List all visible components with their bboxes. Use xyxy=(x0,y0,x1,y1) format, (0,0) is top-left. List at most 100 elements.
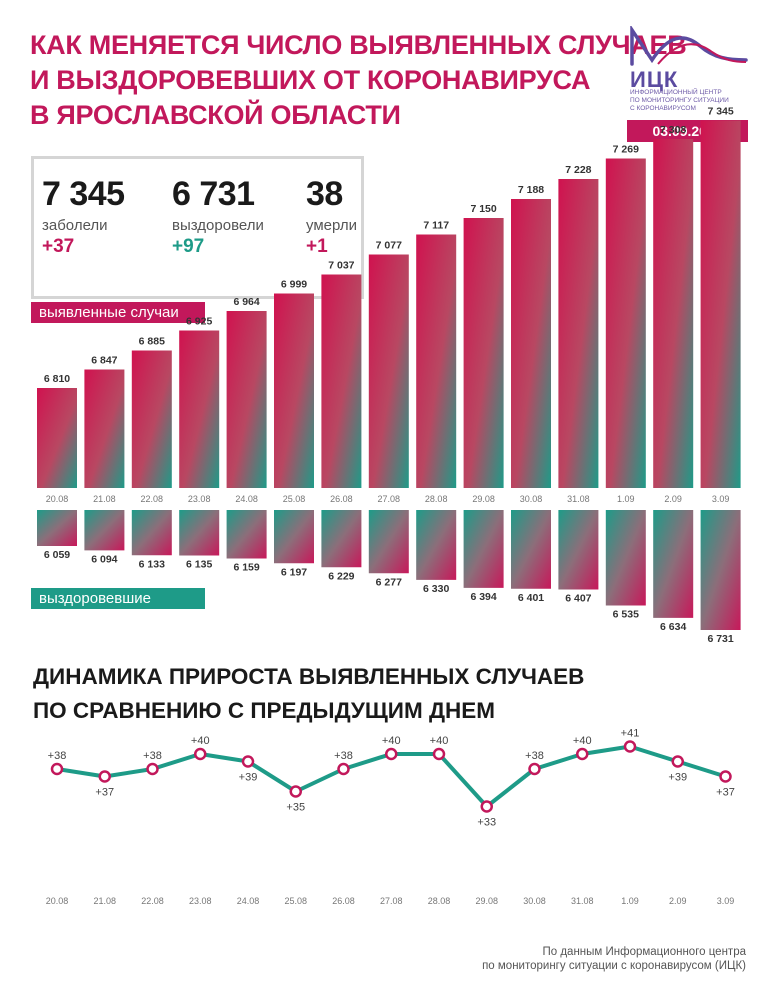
growth-point-label: +35 xyxy=(286,802,305,814)
growth-point xyxy=(623,740,637,753)
recovered-bar-value: 6 634 xyxy=(660,621,686,633)
growth-point-label: +40 xyxy=(573,735,592,747)
recovered-bar xyxy=(416,510,457,580)
logo-subtitle-line: ПО МОНИТОРИНГУ СИТУАЦИИ xyxy=(630,97,729,104)
cases-bar xyxy=(416,234,457,488)
recovered-bar xyxy=(700,510,741,630)
growth-point xyxy=(671,755,684,768)
cases-bar-value: 7 308 xyxy=(660,124,686,136)
growth-date-tick-label: 2.09 xyxy=(669,896,687,906)
date-tick-label: 26.08 xyxy=(330,494,353,504)
logo-icon xyxy=(630,26,748,66)
growth-chart-title: ДИНАМИКА ПРИРОСТА ВЫЯВЛЕННЫХ СЛУЧАЕВ ПО … xyxy=(33,660,584,728)
recovered-legend-badge: выздоровевшие xyxy=(31,588,205,609)
growth-point xyxy=(480,800,493,813)
growth-point-label: +40 xyxy=(430,735,449,747)
cases-bar-value: 7 269 xyxy=(613,144,639,156)
recovered-bar xyxy=(321,510,362,568)
page-title: КАК МЕНЯЕТСЯ ЧИСЛО ВЫЯВЛЕННЫХ СЛУЧАЕВ И … xyxy=(30,28,687,133)
growth-date-tick-label: 24.08 xyxy=(237,896,260,906)
recovered-bar-value: 6 197 xyxy=(281,566,307,578)
cases-bar xyxy=(368,254,409,488)
growth-point-label: +38 xyxy=(48,750,67,762)
growth-date-tick-label: 3.09 xyxy=(717,896,735,906)
growth-point-label: +40 xyxy=(191,735,210,747)
cases-bar-value: 6 847 xyxy=(91,355,117,367)
date-tick-label: 20.08 xyxy=(46,494,69,504)
cases-bar-value: 7 117 xyxy=(423,220,449,232)
recovered-bar xyxy=(84,510,125,551)
cases-bar xyxy=(605,158,646,488)
growth-point-label: +38 xyxy=(525,750,544,762)
recovered-bar-chart: 6 059 6 094 6 133 6 135 6 159 6 197 6 229 6 277… xyxy=(37,510,741,645)
growth-date-tick-label: 28.08 xyxy=(428,896,451,906)
cases-bar-value: 7 037 xyxy=(328,260,354,272)
cases-bar-chart: 6 810 20.08 6 847 21.08 6 885 22.08 6 925 23.08… xyxy=(37,106,741,504)
cases-bar xyxy=(700,120,741,488)
recovered-bar xyxy=(653,510,694,618)
growth-point xyxy=(289,785,302,798)
cases-bar-value: 6 810 xyxy=(44,373,70,385)
cases-bar-value: 7 188 xyxy=(518,184,544,196)
date-tick-label: 24.08 xyxy=(235,494,258,504)
date-tick-label: 30.08 xyxy=(520,494,543,504)
growth-date-tick-label: 26.08 xyxy=(332,896,355,906)
growth-point xyxy=(194,747,207,761)
stat-deaths-label: умерли xyxy=(306,217,357,234)
growth-point xyxy=(98,770,111,783)
cases-bar xyxy=(226,311,267,488)
cases-bar-value: 6 964 xyxy=(233,296,259,308)
cases-bar-value: 6 925 xyxy=(186,316,212,328)
recovered-bar-value: 6 407 xyxy=(565,593,591,605)
growth-title-line: ПО СРАВНЕНИЮ С ПРЕДЫДУЩИМ ДНЕМ xyxy=(33,698,495,723)
date-tick-label: 3.09 xyxy=(712,494,730,504)
cases-bar xyxy=(131,350,172,488)
date-tick-label: 1.09 xyxy=(617,494,635,504)
recovered-bar xyxy=(511,510,551,589)
stat-recovered-label: выздоровели xyxy=(172,217,264,234)
growth-point-label: +38 xyxy=(143,750,162,762)
cases-bar-value: 6 885 xyxy=(139,336,165,348)
source-footer: По данным Информационного центра по мони… xyxy=(482,945,746,973)
stat-deaths: 38 умерли +1 xyxy=(306,175,357,258)
growth-point-label: +33 xyxy=(477,817,496,829)
recovered-bar xyxy=(558,510,599,590)
summary-stats: 7 345 заболели +37 6 731 выздоровели +97… xyxy=(31,156,364,299)
cases-bar xyxy=(653,139,694,488)
cases-bar-value: 7 345 xyxy=(707,106,733,118)
recovered-bar-value: 6 401 xyxy=(518,592,544,604)
recovered-bar-value: 6 535 xyxy=(613,609,639,621)
logo-subtitle-line: С КОРОНАВИРУСОМ xyxy=(630,105,696,112)
title-line: КАК МЕНЯЕТСЯ ЧИСЛО ВЫЯВЛЕННЫХ СЛУЧАЕВ xyxy=(30,30,687,60)
stat-deaths-value: 38 xyxy=(306,175,343,213)
growth-point-label: +37 xyxy=(95,787,114,799)
recovered-bar xyxy=(37,510,77,546)
growth-point xyxy=(337,762,350,776)
date-tick-label: 28.08 xyxy=(425,494,448,504)
recovered-bar xyxy=(131,510,172,556)
recovered-bar xyxy=(463,510,504,588)
growth-point-label: +40 xyxy=(382,735,401,747)
growth-point xyxy=(241,755,255,768)
stat-recovered-value: 6 731 xyxy=(172,175,255,213)
cases-bar xyxy=(558,179,599,488)
recovered-bar-value: 6 094 xyxy=(91,553,117,565)
recovered-bar-value: 6 731 xyxy=(707,633,733,645)
recovered-bar xyxy=(226,510,267,559)
date-tick-label: 29.08 xyxy=(472,494,495,504)
growth-date-tick-label: 23.08 xyxy=(189,896,212,906)
growth-point xyxy=(432,747,446,761)
cases-bar xyxy=(179,330,220,488)
growth-point xyxy=(576,747,589,761)
date-tick-label: 25.08 xyxy=(283,494,306,504)
recovered-bar-value: 6 394 xyxy=(470,591,496,603)
stat-cases: 7 345 заболели +37 xyxy=(42,175,125,258)
cases-bar-value: 7 077 xyxy=(376,240,402,252)
stat-cases-delta: +37 xyxy=(42,236,75,257)
date-tick-label: 31.08 xyxy=(567,494,590,504)
recovered-bar-value: 6 133 xyxy=(139,558,165,570)
date-tick-label: 2.09 xyxy=(664,494,682,504)
cases-legend-badge: выявленные случаи xyxy=(31,302,205,323)
growth-title-line: ДИНАМИКА ПРИРОСТА ВЫЯВЛЕННЫХ СЛУЧАЕВ xyxy=(33,664,585,689)
growth-point xyxy=(146,762,159,776)
